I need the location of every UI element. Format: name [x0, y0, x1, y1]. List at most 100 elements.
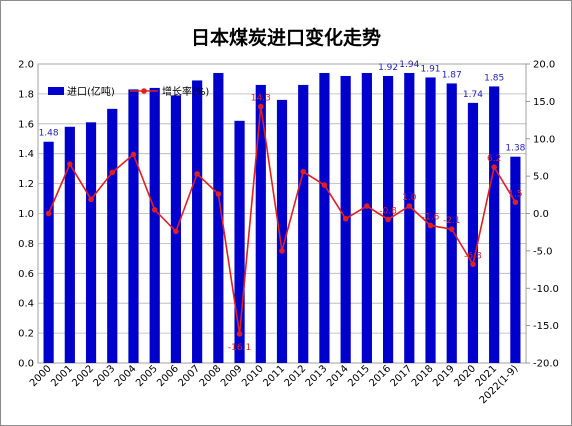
line-point: [88, 196, 94, 203]
line-series: [45, 103, 519, 337]
line-point: [364, 203, 370, 209]
line-point: [279, 248, 285, 254]
line-point: [194, 171, 200, 177]
x-tick-label: 2010: [240, 363, 266, 389]
x-tick-label: 2019: [431, 363, 457, 389]
line-point: [300, 168, 307, 175]
y-right-tick-label: 10.0: [533, 134, 555, 145]
x-tick-label: 2020: [452, 363, 478, 389]
bar: [255, 84, 266, 364]
line-point: [257, 103, 264, 110]
line-point: [491, 164, 497, 170]
y-right-tick-label: 0.0: [533, 209, 549, 220]
legend-marker-growth: [141, 88, 147, 94]
line-data-label: 1.5: [508, 189, 522, 199]
bar: [213, 72, 224, 363]
x-tick-label: 2004: [113, 363, 139, 389]
x-tick-label: 2013: [304, 363, 330, 389]
bar: [319, 72, 330, 363]
y-left-tick-label: 0.2: [18, 329, 34, 340]
y-right-tick-label: 15.0: [533, 97, 555, 108]
y-left-tick-label: 1.6: [18, 119, 34, 130]
line-data-label: -16.1: [228, 343, 251, 353]
bar: [446, 83, 457, 363]
bar-data-label: 1.94: [399, 60, 419, 70]
line-point: [448, 226, 455, 232]
chart-title: 日本煤炭进口变化走势: [191, 26, 381, 49]
y-right-tick-label: 20.0: [533, 60, 555, 71]
line-point: [215, 191, 222, 197]
x-tick-label: 2014: [325, 363, 351, 389]
y-left-tick-label: 1.4: [18, 149, 34, 160]
line-point: [236, 331, 243, 337]
line-point: [470, 261, 476, 268]
line-data-label: -6.8: [464, 251, 482, 261]
bar: [128, 89, 139, 363]
y-left-tick-label: 1.8: [18, 89, 34, 100]
y-left-tick-label: 1.2: [18, 179, 34, 190]
line-data-label: -1.6: [422, 212, 440, 222]
y-right-tick-label: -15.0: [533, 321, 559, 332]
bar-data-label: 1.38: [505, 144, 525, 154]
bar: [467, 102, 479, 364]
bar: [404, 72, 415, 363]
bar: [107, 108, 118, 363]
line-point: [67, 161, 73, 167]
x-tick-label: 2012: [283, 363, 309, 389]
line-point: [406, 203, 413, 209]
line-point: [512, 199, 519, 206]
y-right-tick-label: 5.0: [533, 172, 549, 183]
line-point: [130, 151, 137, 158]
y-right-tick-label: -5.0: [533, 246, 553, 257]
y-left-tick-label: 0.8: [18, 239, 34, 250]
line-point: [427, 222, 434, 229]
y-left-tick-label: 0.0: [18, 359, 34, 370]
x-tick-label: 2006: [155, 363, 181, 389]
bar: [298, 84, 309, 364]
line-data-label: -0.8: [379, 206, 397, 216]
bar-data-label: 1.74: [463, 90, 483, 100]
legend-label-imports: 进口(亿吨): [67, 85, 115, 98]
x-tick-label: 2007: [176, 363, 202, 389]
line-point: [45, 210, 52, 217]
bar: [85, 122, 97, 364]
bar: [510, 156, 521, 363]
data-labels: 1.48 1.92 1.94 1.911.871.741.85 1.38 -16.1 14.…: [39, 60, 526, 353]
x-tick-label: 2001: [49, 363, 75, 389]
bar: [489, 86, 500, 364]
x-tick-label: 2008: [198, 363, 224, 389]
bar: [361, 72, 372, 363]
bar: [234, 120, 245, 363]
bar-data-label: 1.92: [378, 63, 398, 73]
y-left-tick-label: 0.4: [18, 299, 34, 310]
bar: [149, 87, 160, 364]
line-point: [385, 216, 391, 223]
bar-data-label: 1.87: [442, 70, 462, 80]
x-tick-label: 2009: [219, 363, 245, 389]
bar: [192, 80, 203, 363]
line-data-label: 1.0: [402, 193, 417, 203]
y-left-tick-label: 0.6: [18, 269, 34, 280]
x-tick-label: 2016: [367, 363, 393, 389]
x-tick-label: 2002: [70, 363, 96, 389]
bar: [276, 99, 288, 363]
bar-data-label: 1.48: [39, 129, 59, 139]
legend-label-growth: 增长率(%): [162, 85, 209, 98]
legend: 进口(亿吨) 增长率(%): [48, 85, 209, 98]
line-data-label: 6.2: [487, 154, 501, 164]
line-point: [151, 206, 158, 213]
bar: [425, 77, 436, 363]
x-tick-label: 2015: [346, 363, 372, 389]
y-left-tick-label: 2.0: [18, 60, 34, 71]
x-tick-label: 2011: [261, 363, 287, 389]
bar-data-label: 1.85: [484, 73, 504, 83]
bar-data-label: 1.91: [420, 64, 440, 74]
line-point: [321, 182, 328, 188]
x-tick-label: 2018: [410, 363, 436, 389]
line-point: [342, 215, 349, 222]
legend-swatch-imports: [48, 87, 64, 95]
x-tick-label: 2005: [134, 363, 160, 389]
y-left-tick-label: 1.0: [18, 209, 34, 220]
line-data-label: -2.1: [443, 216, 461, 226]
